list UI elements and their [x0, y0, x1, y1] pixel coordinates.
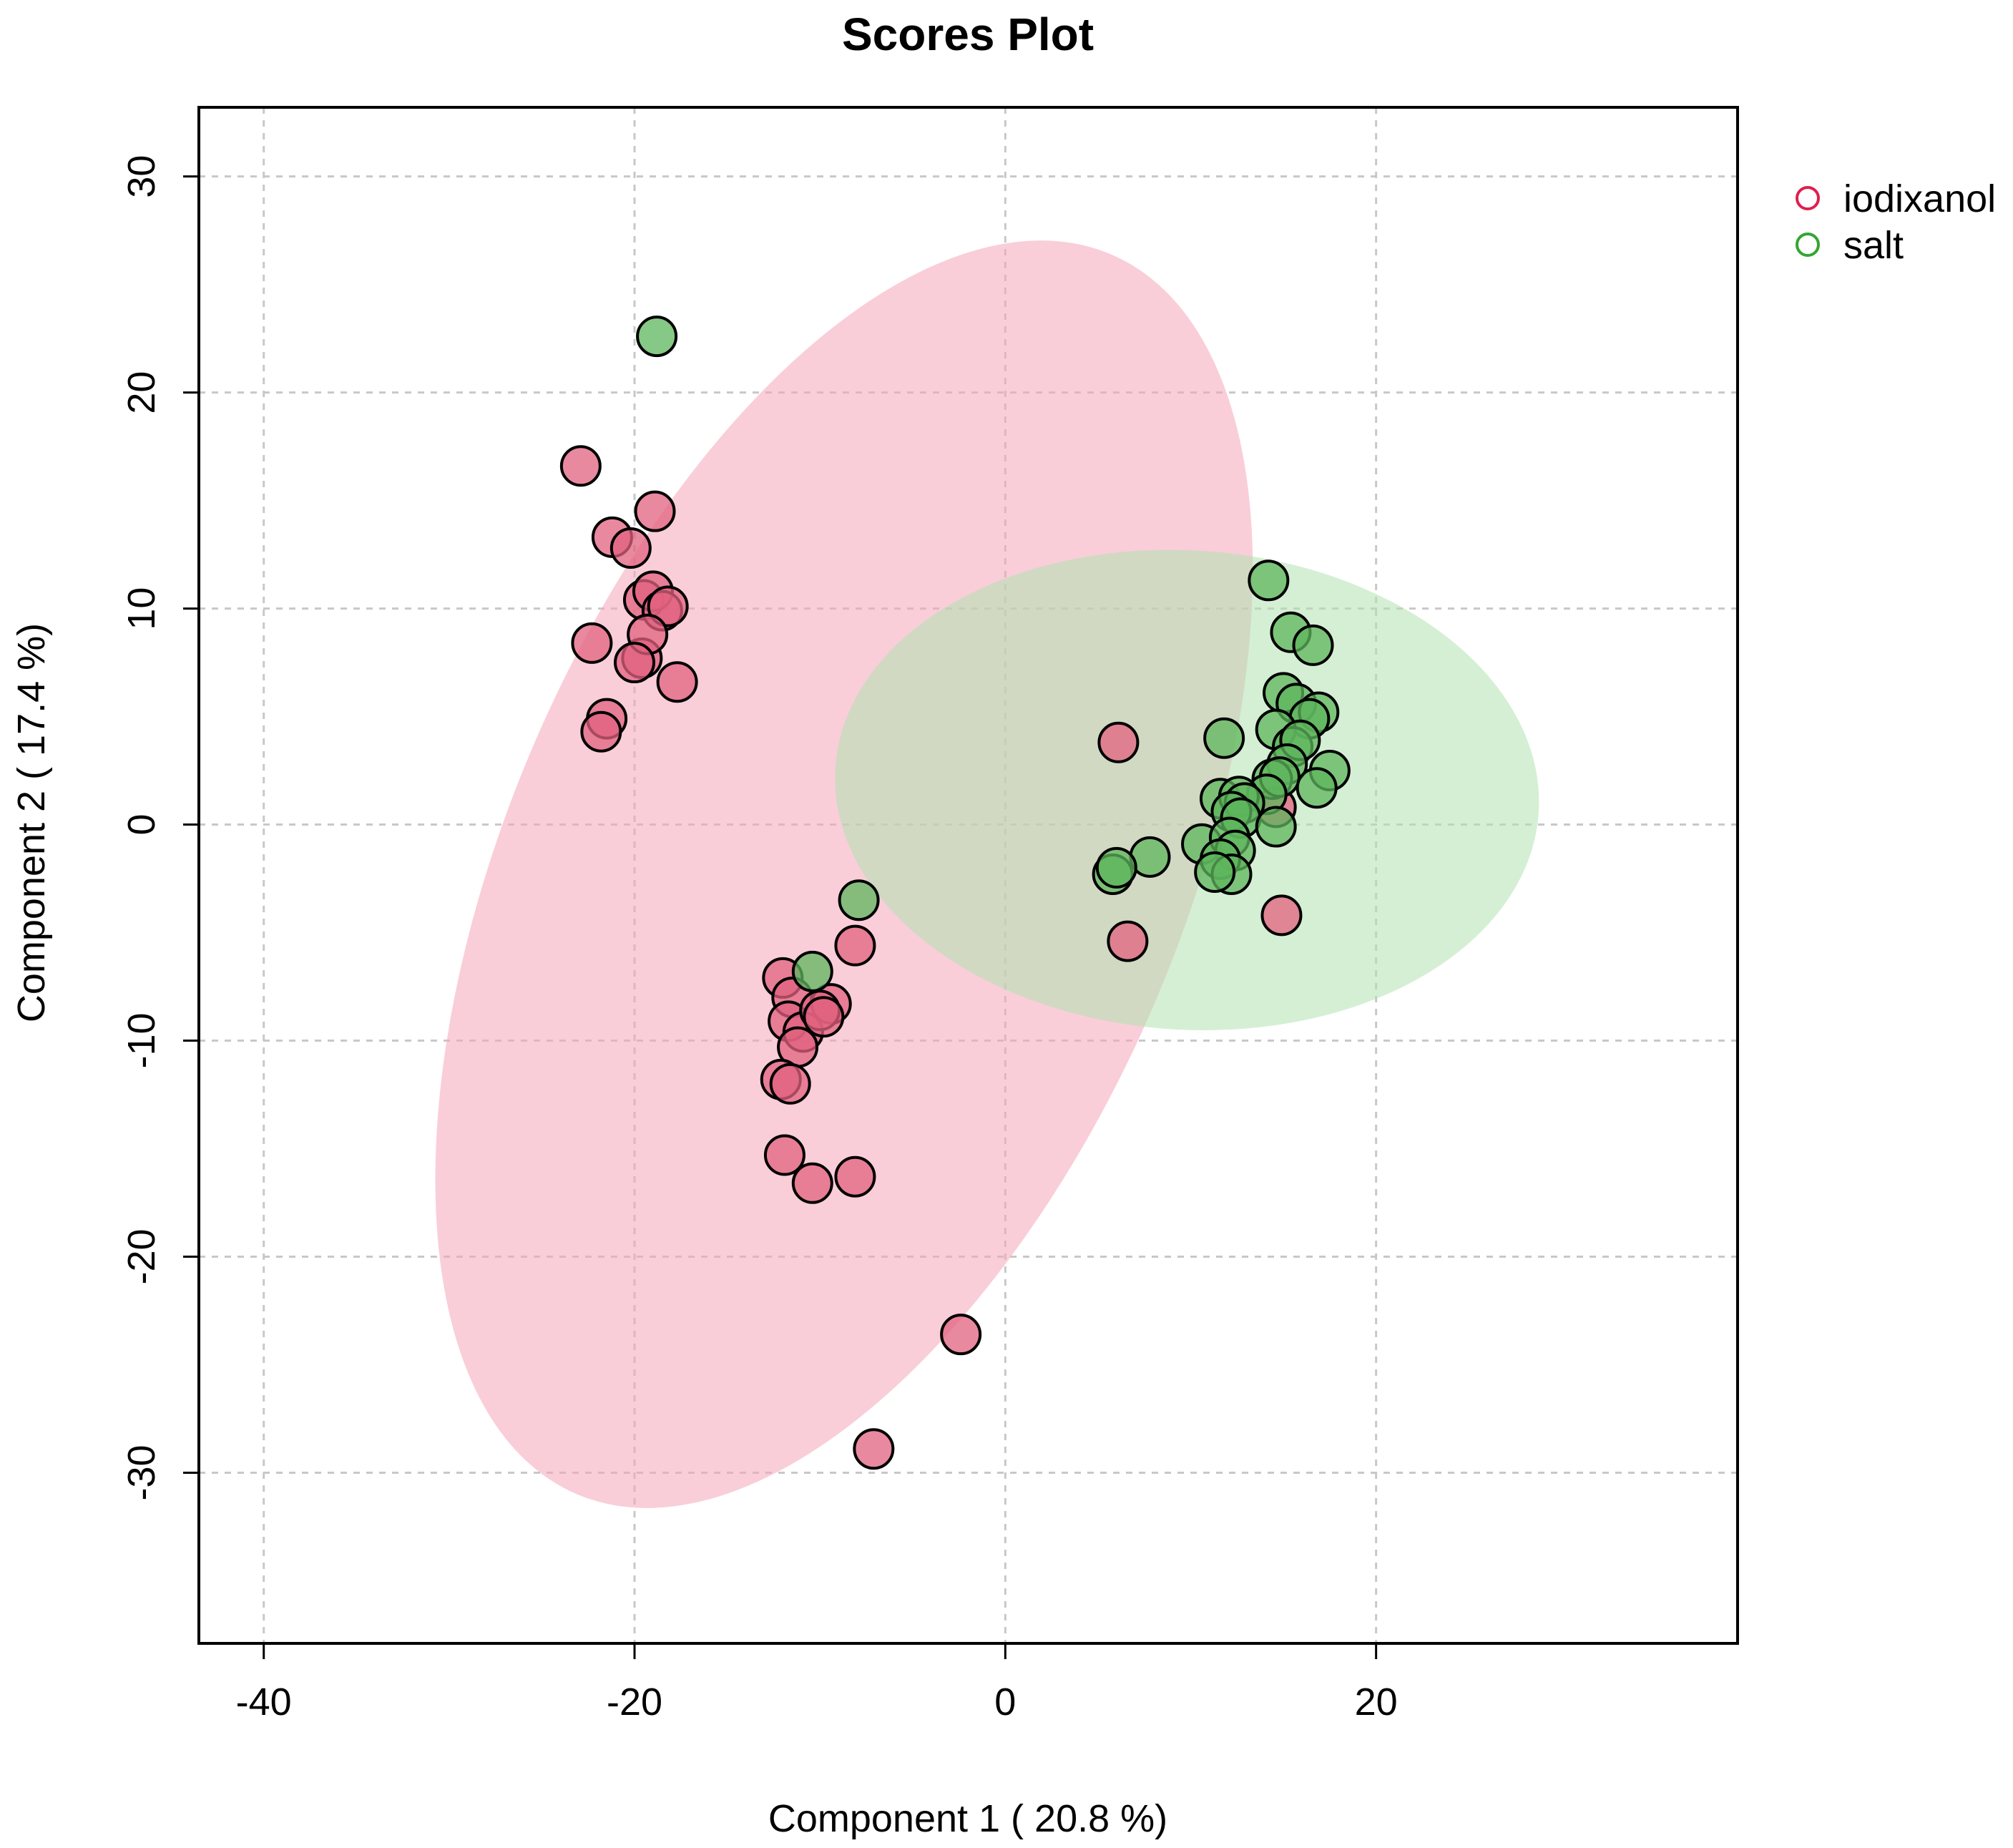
point-salt: [1203, 717, 1245, 759]
point-iodixanol: [763, 1134, 805, 1176]
y-tick-label: -30: [120, 1444, 163, 1500]
x-tick-label: -40: [236, 1681, 292, 1724]
point-iodixanol: [834, 1155, 876, 1198]
point-iodixanol: [609, 527, 652, 569]
y-tick-label: 0: [120, 814, 163, 836]
y-tick-label: 20: [120, 371, 163, 414]
point-salt: [791, 950, 833, 992]
point-iodixanol: [1260, 894, 1303, 937]
x-tick-label: 20: [1355, 1681, 1398, 1724]
x-tick-label: -20: [607, 1681, 662, 1724]
point-iodixanol: [647, 585, 689, 627]
point-iodixanol: [571, 622, 613, 664]
point-iodixanol: [614, 642, 656, 684]
point-iodixanol: [559, 445, 602, 487]
point-iodixanol: [634, 490, 676, 532]
point-salt: [838, 879, 880, 921]
y-tick-label: 30: [120, 155, 163, 198]
point-iodixanol: [656, 661, 698, 703]
point-iodixanol: [940, 1314, 982, 1356]
y-tick-label: -20: [120, 1228, 163, 1284]
point-salt: [1194, 851, 1236, 893]
point-iodixanol: [1097, 721, 1140, 763]
point-salt: [1255, 806, 1297, 848]
legend-marker-iodixanol: [1796, 186, 1820, 210]
ellipse-group-salt: [835, 549, 1539, 1031]
point-salt: [1292, 624, 1334, 666]
y-tick-label: 10: [120, 587, 163, 630]
legend-label-salt: salt: [1843, 224, 1904, 267]
point-salt: [636, 316, 678, 358]
point-iodixanol: [853, 1428, 895, 1470]
point-salt: [1248, 559, 1290, 602]
legend: iodixanol salt: [1796, 177, 1996, 267]
axis-ticks: -40 -20 0 20 -30 -20 -10 0 10 20 30: [120, 155, 1398, 1724]
point-iodixanol: [834, 924, 876, 967]
point-iodixanol: [580, 710, 622, 753]
legend-label-iodixanol: iodixanol: [1843, 177, 1996, 220]
point-salt: [1296, 767, 1338, 809]
y-tick-label: -10: [120, 1012, 163, 1068]
chart-title: Scores Plot: [842, 9, 1094, 60]
score-points: [559, 316, 1351, 1470]
point-iodixanol: [1107, 920, 1149, 962]
point-iodixanol: [803, 996, 845, 1038]
x-axis-label: Component 1 ( 20.8 %): [768, 1797, 1167, 1840]
confidence-ellipse-salt: [835, 549, 1539, 1031]
point-iodixanol: [791, 1162, 833, 1204]
point-iodixanol: [769, 1062, 811, 1105]
x-tick-label: 0: [994, 1681, 1016, 1724]
legend-marker-salt: [1796, 233, 1820, 257]
y-axis-label: Component 2 ( 17.4 %): [10, 623, 53, 1022]
point-salt: [1095, 846, 1137, 889]
